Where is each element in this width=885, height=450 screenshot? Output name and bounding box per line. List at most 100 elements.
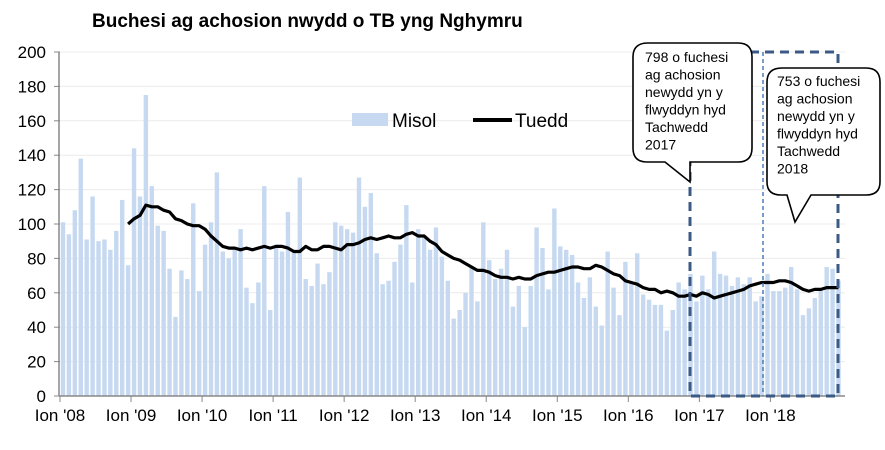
y-tick-label: 180 — [18, 77, 46, 96]
bar — [723, 275, 729, 396]
legend-label-misol: Misol — [392, 111, 436, 132]
callout-line: newydd yn y — [645, 84, 723, 100]
bar — [421, 237, 427, 396]
bar — [794, 289, 800, 396]
bar — [504, 249, 510, 396]
bar — [658, 304, 664, 396]
bar — [788, 267, 794, 396]
callout-line: flwyddyn hyd — [777, 126, 858, 142]
bar — [191, 203, 196, 396]
callout-line: 2017 — [645, 137, 676, 153]
y-tick-label: 0 — [37, 387, 46, 406]
bar — [362, 206, 368, 396]
bar — [741, 284, 746, 396]
callout-line: ag achosion — [645, 67, 721, 83]
bar — [350, 232, 356, 396]
bar — [528, 285, 533, 396]
y-tick-label: 80 — [27, 249, 46, 268]
bar — [605, 251, 610, 396]
bar — [445, 280, 450, 396]
x-tick-label: Ion '13 — [390, 406, 441, 425]
bar — [84, 239, 89, 396]
x-axis: Ion '08 Ion '09 Ion '10 Ion '11 Ion '12 Ion '… — [35, 395, 845, 425]
bar — [155, 225, 160, 396]
y-tick-label: 20 — [27, 353, 46, 372]
callout-line: Tachwedd — [777, 143, 840, 159]
bar — [344, 229, 350, 396]
bar — [564, 249, 569, 396]
bar — [552, 208, 557, 396]
bar — [333, 222, 338, 396]
bar — [196, 291, 202, 396]
bar — [256, 282, 261, 396]
bar — [451, 318, 456, 396]
bar — [303, 279, 308, 396]
bar — [593, 306, 598, 396]
bar — [706, 289, 711, 396]
legend-swatch-misol — [352, 113, 388, 126]
bar — [581, 297, 587, 396]
bar — [214, 172, 220, 396]
bar — [587, 277, 593, 396]
bar — [291, 251, 297, 396]
y-tick-label: 120 — [18, 181, 46, 200]
bar — [806, 308, 812, 396]
bar — [753, 301, 758, 396]
bar — [439, 256, 445, 396]
bar — [244, 287, 249, 396]
bar — [232, 248, 237, 396]
bar — [404, 205, 409, 396]
bar — [777, 291, 782, 396]
bar — [202, 244, 208, 396]
bar — [208, 222, 214, 396]
bar — [670, 310, 675, 396]
bar — [66, 234, 72, 396]
bar — [783, 287, 788, 396]
x-tick-label: Ion '17 — [674, 406, 725, 425]
bar — [492, 279, 498, 396]
bar — [635, 253, 640, 396]
bar — [771, 291, 776, 396]
bar — [167, 268, 172, 396]
bar — [487, 260, 492, 396]
bar — [315, 263, 320, 396]
bar — [481, 222, 486, 396]
legend: Misol Tuedd — [352, 111, 568, 132]
bar — [629, 282, 634, 396]
bar — [800, 315, 806, 396]
bar — [729, 285, 735, 396]
bar — [327, 272, 332, 396]
x-tick-label: Ion '10 — [177, 406, 228, 425]
callout-line: Tachwedd — [645, 119, 708, 135]
bar — [392, 261, 397, 396]
y-tick-label: 160 — [18, 112, 46, 131]
x-tick-label: Ion '11 — [248, 406, 297, 425]
bar — [463, 292, 468, 396]
callout-line: 798 o fuchesi — [645, 49, 728, 65]
y-tick-label: 100 — [18, 215, 46, 234]
legend-label-tuedd: Tuedd — [515, 111, 568, 132]
bar — [522, 327, 527, 396]
bar — [558, 246, 563, 396]
bar — [510, 306, 516, 396]
bar — [149, 186, 154, 396]
bar — [268, 310, 273, 396]
bar — [285, 211, 291, 396]
bar — [321, 284, 326, 396]
bar — [125, 265, 131, 396]
bar — [72, 210, 78, 396]
bar — [427, 249, 433, 396]
y-tick-label: 60 — [27, 284, 46, 303]
bar — [238, 229, 243, 396]
bar — [309, 285, 314, 396]
bar — [469, 267, 474, 396]
x-tick-label: Ion '16 — [603, 406, 654, 425]
bar — [664, 330, 670, 396]
bar — [114, 230, 119, 396]
callout-2017: 798 o fuchesi ag achosion newydd yn y flwyd… — [632, 42, 753, 184]
x-tick-label: Ion '15 — [532, 406, 583, 425]
y-axis: 0 20 40 60 80 100 120 140 160 180 200 — [18, 43, 60, 406]
